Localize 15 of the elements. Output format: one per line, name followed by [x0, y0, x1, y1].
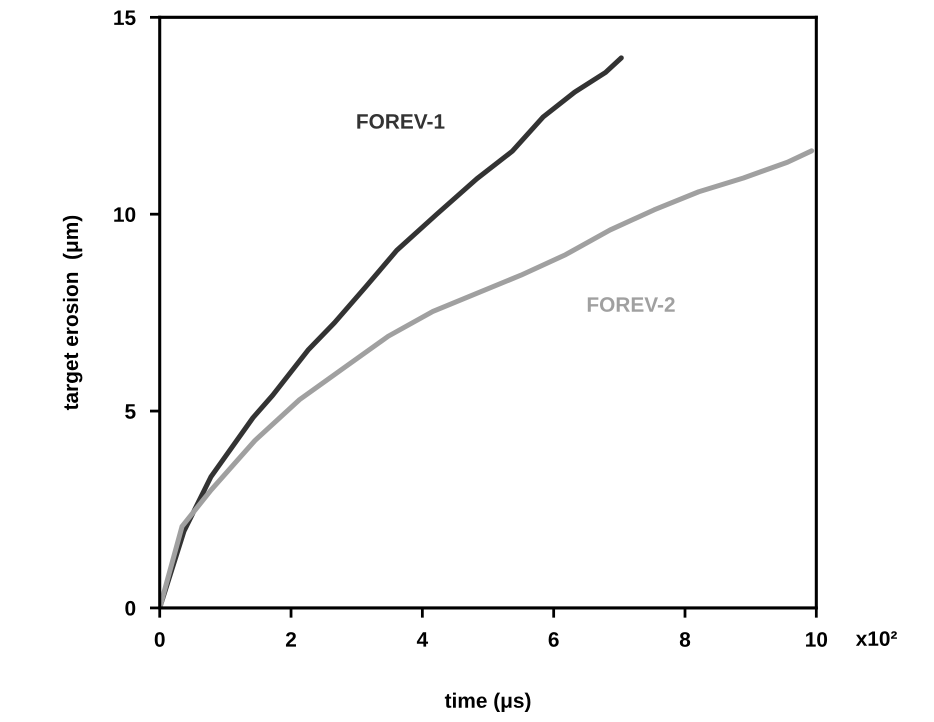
- x-tick-label: 2: [286, 632, 296, 647]
- y-tick-label: 5: [125, 404, 136, 419]
- text: FOREV-1: [357, 114, 444, 129]
- y-tick-label: 0: [125, 600, 136, 616]
- y-tick-label: 15: [114, 10, 136, 26]
- x-tick-label: 6: [548, 632, 559, 647]
- text: x10²: [856, 631, 897, 646]
- y-tick-label: 10: [114, 207, 136, 222]
- x-tick-label: 0: [154, 632, 165, 647]
- x-tick-label: 8: [680, 632, 690, 647]
- y-axis-title: target erosion (μm): [62, 216, 82, 410]
- text: FOREV-2: [588, 297, 675, 312]
- x-tick-label: 4: [416, 632, 428, 647]
- x-axis-title: time (μs): [444, 692, 530, 712]
- x-tick-label: 10: [806, 632, 828, 647]
